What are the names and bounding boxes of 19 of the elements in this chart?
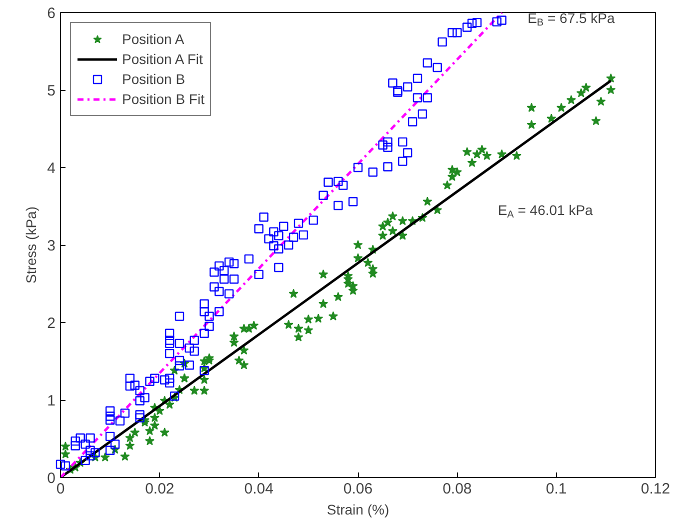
y-tick-label: 5: [47, 82, 56, 100]
x-tick-label: 0.04: [244, 480, 274, 498]
x-tick-label: 0.02: [145, 480, 174, 498]
y-tick-label: 4: [47, 160, 56, 177]
x-tick-label: 0.12: [640, 480, 670, 498]
legend-label: Position A Fit: [122, 51, 203, 67]
x-tick-label: 0.06: [343, 480, 373, 498]
y-tick-label: 0: [47, 470, 56, 487]
legend-label: Position B Fit: [122, 91, 204, 107]
y-tick-label: 2: [47, 315, 56, 332]
legend-label: Position A: [122, 31, 184, 47]
y-tick-label: 6: [47, 5, 56, 22]
y-tick-label: 1: [47, 392, 56, 410]
y-tick-label: 3: [47, 238, 56, 254]
x-axis-title: Strain (%): [326, 502, 390, 518]
x-tick-label: 0.1: [546, 480, 567, 498]
y-axis-title: Stress (kPa): [23, 206, 40, 284]
legend-label: Position B: [122, 71, 186, 87]
x-tick-label: 0.08: [442, 480, 472, 498]
